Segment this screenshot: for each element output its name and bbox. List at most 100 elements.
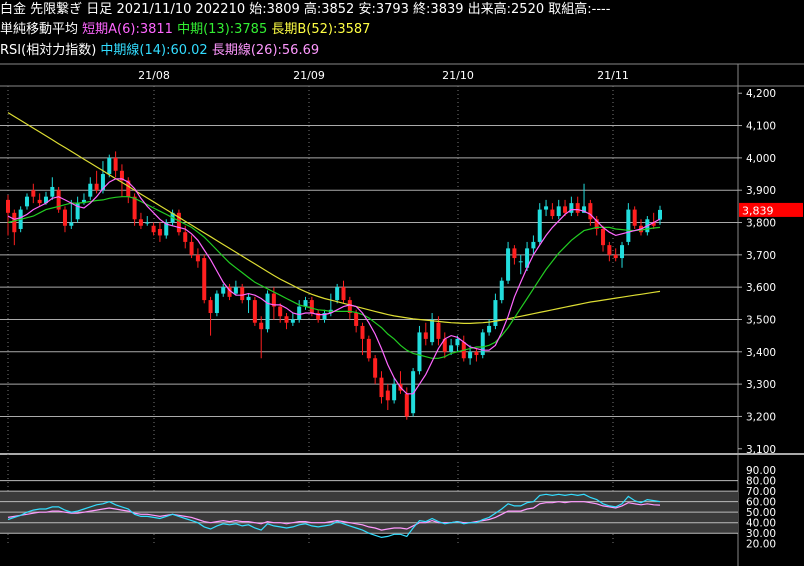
candle-up: [411, 371, 416, 414]
candle-up: [43, 196, 48, 204]
sma-short-line: [7, 178, 661, 395]
candle-up: [493, 300, 498, 326]
candle-up: [24, 196, 29, 207]
candle-up: [392, 384, 397, 401]
candle-up: [620, 245, 625, 259]
candle-down: [176, 212, 181, 233]
candle-down: [12, 212, 17, 233]
candle-down: [132, 196, 137, 220]
candle-up: [506, 248, 511, 281]
x-tick-label: 21/11: [597, 69, 629, 82]
candle-up: [417, 332, 422, 372]
candle-down: [354, 313, 359, 326]
candle-down: [183, 232, 188, 242]
symbol-name: 白金 先限繋ぎ: [0, 2, 83, 17]
y-tick-label: 3,900: [746, 185, 776, 197]
candle-down: [278, 306, 283, 317]
ma-short-value: 短期A(6):3811: [82, 22, 173, 37]
candlestick-series: [6, 151, 662, 420]
candle-down: [195, 254, 200, 262]
candle-up: [214, 293, 219, 314]
candle-down: [151, 225, 156, 233]
y-tick-label: 3,200: [746, 411, 776, 423]
candle-down: [271, 293, 276, 307]
rsi-tick-label: 80.00: [746, 476, 776, 488]
candle-up: [335, 287, 340, 301]
candle-up: [531, 241, 536, 249]
y-tick-label: 4,200: [746, 88, 776, 100]
candle-up: [233, 287, 238, 294]
header-rsi-line: RSI(相対力指数) 中期線(14):60.02 長期線(26):56.69: [0, 42, 319, 60]
candle-down: [316, 313, 321, 320]
rsi-tick-label: 60.00: [746, 497, 776, 509]
candle-down: [341, 287, 346, 301]
candle-down: [512, 248, 517, 259]
candle-up: [303, 300, 308, 307]
candle-down: [126, 180, 131, 197]
y-axis: 4,200 4,100 4,000 3,900 3,800 3,700 3,600 3,500…: [738, 88, 776, 456]
moving-average-lines: [7, 112, 661, 395]
candle-down: [423, 332, 428, 339]
candle-down: [6, 199, 10, 213]
candle-down: [138, 219, 143, 226]
candle-down: [157, 228, 162, 236]
ma-mid-value: 中期(13):3785: [177, 22, 268, 37]
y-tick-label: 4,000: [746, 153, 776, 165]
candle-down: [563, 206, 568, 213]
candle-down: [575, 203, 580, 213]
candle-down: [259, 322, 264, 330]
ma-label: 単純移動平均: [0, 22, 79, 37]
last-price-marker: 3,839: [739, 202, 803, 217]
candle-down: [37, 199, 42, 204]
candle-down: [442, 338, 447, 352]
y-tick-label: 3,400: [746, 347, 776, 359]
candle-down: [594, 219, 599, 229]
candle-down: [113, 157, 118, 171]
candle-down: [601, 228, 606, 246]
candle-up: [246, 296, 251, 301]
candle-down: [613, 254, 618, 259]
rsi-tick-label: 90.00: [746, 465, 776, 477]
y-tick-label: 3,600: [746, 282, 776, 294]
candle-up: [626, 209, 631, 242]
chart-grid: [0, 63, 804, 566]
candle-down: [588, 203, 593, 220]
candle-down: [94, 183, 99, 191]
candle-down: [436, 322, 441, 339]
candle-down: [607, 245, 612, 255]
rsi-short-line: [7, 493, 661, 539]
candle-up: [265, 293, 270, 330]
candle-down: [189, 241, 194, 255]
candle-up: [569, 203, 574, 213]
candle-down: [366, 338, 371, 359]
candle-up: [518, 261, 523, 263]
y-tick-label: 3,800: [746, 218, 776, 230]
candle-up: [480, 332, 485, 356]
sma-mid-line: [7, 196, 661, 359]
candle-down: [347, 300, 352, 314]
candle-up: [525, 248, 530, 268]
rsi-tick-label: 70.00: [746, 486, 776, 498]
y-tick-label: 3,100: [746, 444, 776, 456]
candle-down: [373, 358, 378, 378]
candle-down: [284, 316, 289, 323]
candle-down: [404, 393, 409, 417]
candle-up: [556, 206, 561, 217]
candle-down: [31, 190, 36, 197]
header-ma-line: 単純移動平均 短期A(6):3811 中期(13):3785 長期B(52):3…: [0, 21, 370, 39]
candle-up: [75, 203, 80, 220]
candle-up: [100, 174, 105, 191]
y-tick-label: 3,300: [746, 379, 776, 391]
candle-up: [449, 345, 454, 352]
x-axis: 21/08 21/09 21/10 21/11: [138, 69, 629, 82]
candle-down: [119, 170, 124, 181]
rsi-long-value: 長期線(26):56.69: [211, 43, 320, 58]
y-tick-label: 3,700: [746, 250, 776, 262]
candle-down: [309, 300, 314, 314]
candle-up: [107, 157, 112, 175]
candle-down: [651, 222, 656, 226]
candle-up: [290, 319, 295, 323]
candle-up: [50, 186, 55, 197]
